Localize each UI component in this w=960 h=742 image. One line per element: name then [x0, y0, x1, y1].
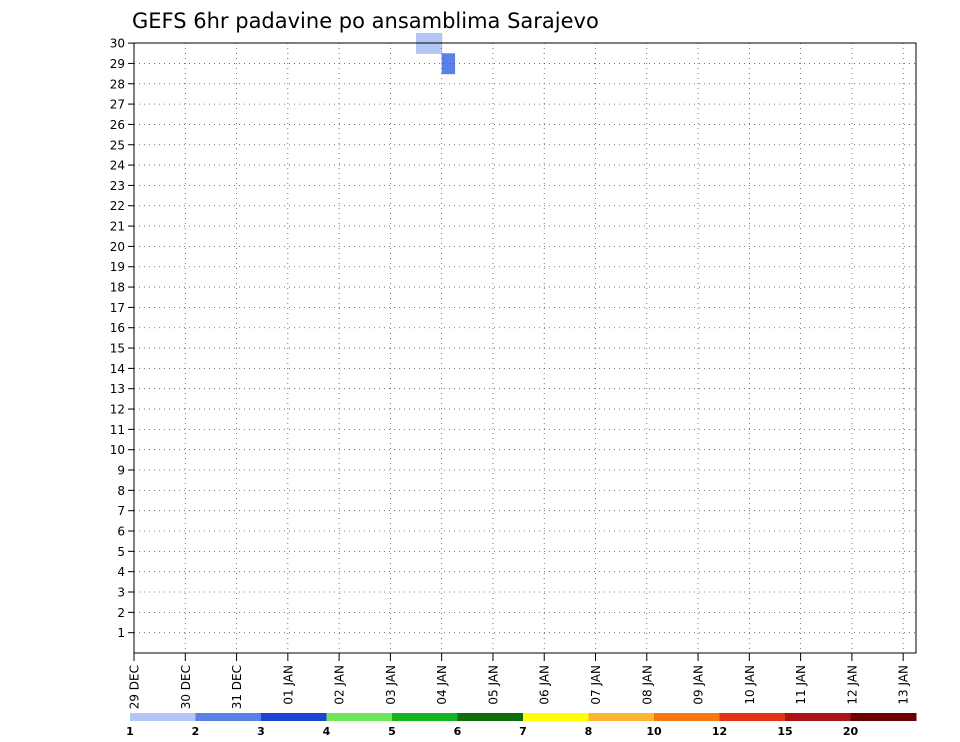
y-tick-label: 22	[110, 199, 125, 213]
y-tick-label: 25	[110, 138, 125, 152]
y-tick-label: 24	[110, 159, 125, 173]
legend-swatch	[654, 713, 720, 721]
y-tick-label: 9	[117, 464, 125, 478]
x-tick-label: 13 JAN	[897, 665, 911, 705]
legend-swatch	[326, 713, 393, 721]
y-tick-label: 20	[110, 240, 125, 254]
legend-label: 1	[126, 725, 134, 738]
y-tick-label: 15	[110, 342, 125, 356]
y-tick-label: 2	[117, 606, 125, 620]
y-tick-label: 4	[117, 565, 125, 579]
x-tick-label: 05 JAN	[486, 665, 500, 705]
legend-swatch	[785, 713, 851, 721]
legend-label: 12	[712, 725, 727, 738]
x-tick-label: 29 DEC	[128, 665, 142, 709]
y-tick-label: 14	[110, 362, 125, 376]
chart-title: GEFS 6hr padavine po ansamblima Sarajevo	[132, 9, 599, 33]
legend-swatch	[523, 713, 589, 721]
y-axis: 1234567891011121314151617181920212223242…	[110, 37, 134, 640]
x-tick-label: 31 DEC	[230, 665, 244, 709]
y-tick-label: 27	[110, 98, 125, 112]
legend-label: 8	[585, 725, 593, 738]
y-tick-label: 30	[110, 37, 125, 51]
legend-label: 15	[777, 725, 792, 738]
legend-label: 4	[323, 725, 331, 738]
y-tick-label: 21	[110, 220, 125, 234]
x-tick-label: 10 JAN	[743, 665, 757, 705]
y-tick-label: 23	[110, 179, 125, 193]
y-tick-label: 26	[110, 118, 125, 132]
y-tick-label: 16	[110, 321, 125, 335]
y-tick-label: 8	[117, 484, 125, 498]
x-tick-label: 07 JAN	[589, 665, 603, 705]
legend-label: 6	[454, 725, 462, 738]
y-tick-label: 11	[110, 423, 125, 437]
legend-label: 10	[646, 725, 662, 738]
x-tick-label: 09 JAN	[692, 665, 706, 705]
legend-swatch	[719, 713, 786, 721]
legend-swatch	[195, 713, 262, 721]
x-tick-label: 04 JAN	[435, 665, 449, 705]
legend-swatch	[588, 713, 655, 721]
y-tick-label: 12	[110, 403, 125, 417]
x-tick-label: 11 JAN	[794, 665, 808, 705]
x-tick-label: 08 JAN	[640, 665, 654, 705]
legend-swatch	[850, 713, 917, 721]
gridlines	[134, 42, 916, 653]
y-tick-label: 5	[117, 545, 125, 559]
legend-label: 20	[843, 725, 859, 738]
y-tick-label: 28	[110, 77, 125, 91]
heatmap-cell-r29-c24	[441, 53, 456, 75]
y-tick-label: 1	[117, 626, 125, 640]
x-tick-label: 02 JAN	[333, 665, 347, 705]
y-tick-label: 13	[110, 382, 125, 396]
x-tick-label: 06 JAN	[538, 665, 552, 705]
legend-swatch	[130, 713, 196, 721]
x-tick-label: 12 JAN	[845, 665, 859, 705]
x-tick-label: 30 DEC	[179, 665, 193, 709]
legend-label: 5	[388, 725, 396, 738]
y-tick-label: 17	[110, 301, 125, 315]
legend-swatch	[457, 713, 524, 721]
y-tick-label: 7	[117, 504, 125, 518]
legend-label: 7	[519, 725, 527, 738]
y-tick-label: 18	[110, 281, 125, 295]
x-axis: 29 DEC 30 DEC 31 DEC 01 JAN 02 JAN 03 JAN 04 J…	[128, 653, 911, 709]
legend-swatch	[392, 713, 458, 721]
y-tick-label: 19	[110, 260, 125, 274]
y-tick-label: 10	[110, 443, 125, 457]
y-tick-label: 6	[117, 525, 125, 539]
legend-label: 2	[192, 725, 200, 738]
x-tick-label: 03 JAN	[384, 665, 398, 705]
color-legend: 1 2 3 4 5 6 7 8 10 12 15 20	[126, 713, 917, 738]
legend-label: 3	[257, 725, 265, 738]
legend-swatch	[261, 713, 327, 721]
y-tick-label: 3	[117, 586, 125, 600]
y-tick-label: 29	[110, 57, 125, 71]
heatmap-cells	[416, 32, 456, 75]
x-tick-label: 01 JAN	[281, 665, 295, 705]
